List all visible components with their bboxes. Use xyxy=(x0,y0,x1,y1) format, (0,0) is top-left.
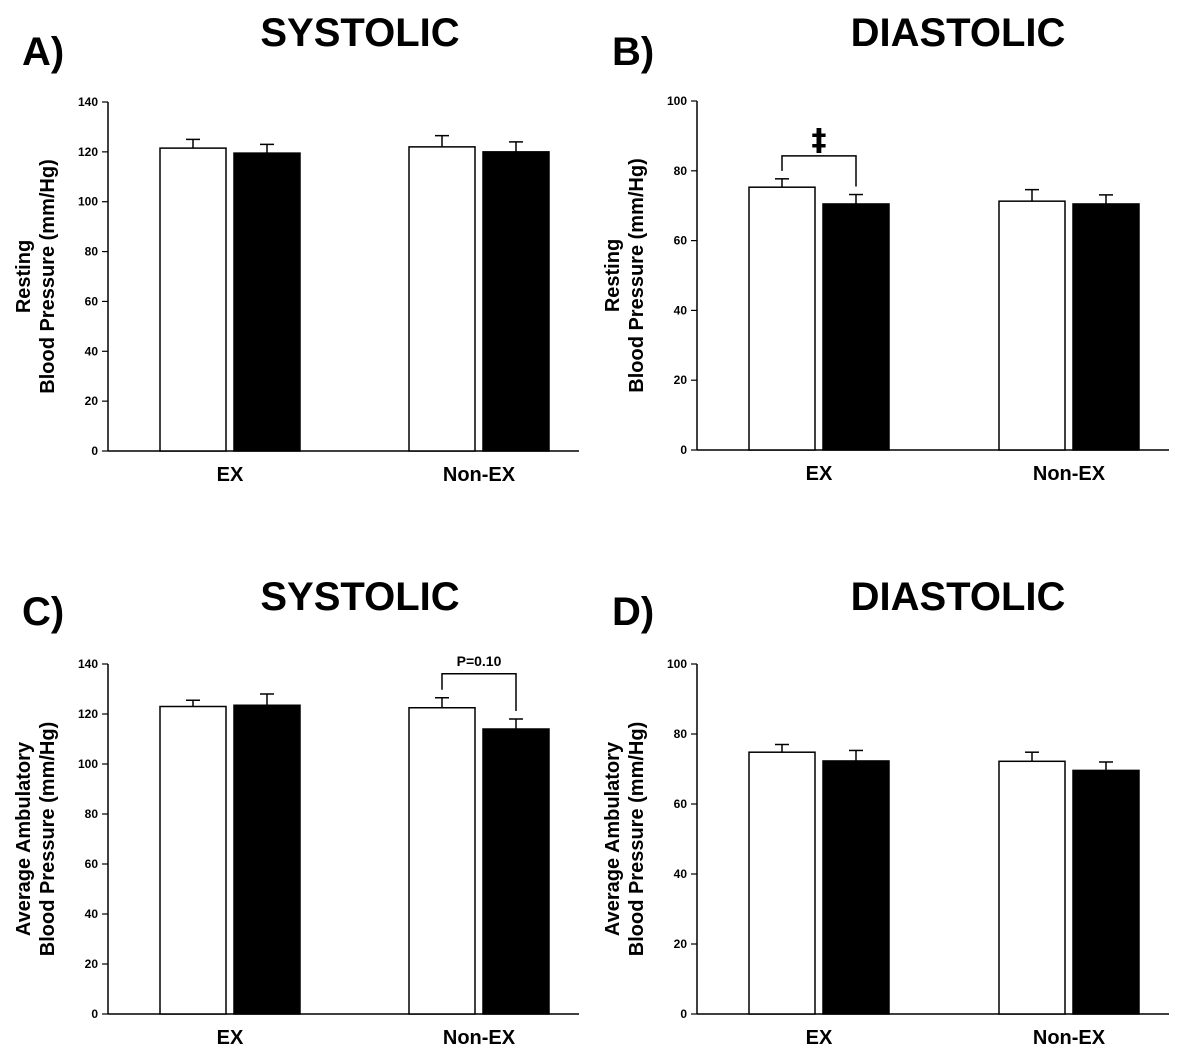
panel-c-ylabel-line: Average Ambulatory xyxy=(13,741,35,936)
panel-c-bar xyxy=(233,704,301,1015)
panel-c-bar xyxy=(159,705,227,1015)
panel-a-y-tick-label: 20 xyxy=(85,394,99,408)
panel-c-y-tick-label: 40 xyxy=(85,907,99,921)
panel-b-ylabel-line: Blood Pressure (mm/Hg) xyxy=(626,158,648,392)
panel-b-y-tick-label: 0 xyxy=(680,443,687,457)
panel-c-category-label: Non-EX xyxy=(443,1027,516,1049)
panel-c-y-tick-label: 80 xyxy=(85,807,99,821)
panel-a-y-tick-label: 80 xyxy=(85,245,99,259)
panel-c-y-tick-label: 120 xyxy=(78,707,98,721)
panel-a-ylabel: Resting Blood Pressure (mm/Hg) xyxy=(13,159,59,393)
panel-c-significance-label: P=0.10 xyxy=(457,653,502,669)
panel-c-label: C) xyxy=(22,590,64,634)
panel-b-ylabel-line: Resting xyxy=(602,239,624,312)
panel-a: A) SYSTOLIC Resting Blood Pressure (mm/Hg) 0… xyxy=(13,11,579,486)
panel-a-label: A) xyxy=(22,30,64,74)
panel-d-bar xyxy=(1072,769,1140,1015)
panel-c-significance-bracket xyxy=(441,673,517,711)
panel-c-y-tick-label: 140 xyxy=(78,657,98,671)
panel-c: C) SYSTOLIC Average Ambulatory Blood Pressu… xyxy=(13,575,579,1049)
panel-d-ylabel-line: Average Ambulatory xyxy=(602,741,624,936)
panel-c-ylabel-line: Blood Pressure (mm/Hg) xyxy=(37,722,59,956)
panel-b-category-label: EX xyxy=(806,463,833,485)
panel-a-category-label: EX xyxy=(217,464,244,486)
panel-d-ylabel: Average Ambulatory Blood Pressure (mm/Hg) xyxy=(602,722,648,956)
panel-c-ylabel: Average Ambulatory Blood Pressure (mm/Hg) xyxy=(13,722,59,956)
panel-d-y-tick-label: 0 xyxy=(680,1007,687,1021)
panel-d-bar xyxy=(748,751,816,1015)
panel-a-bar xyxy=(408,146,476,452)
panel-b-y-tick-label: 40 xyxy=(674,303,688,317)
panel-b-y-tick-label: 20 xyxy=(674,373,688,387)
panel-a-y-tick-label: 40 xyxy=(85,344,99,358)
panel-c-bar xyxy=(408,707,476,1015)
panel-b-category-label: Non-EX xyxy=(1033,463,1106,485)
panel-d-bar xyxy=(822,760,890,1015)
panel-c-title: SYSTOLIC xyxy=(260,575,459,619)
panel-a-bar xyxy=(159,147,227,452)
panel-c-y-tick-label: 20 xyxy=(85,957,99,971)
panel-d-y-tick-label: 20 xyxy=(674,937,688,951)
panel-b-y-tick-label: 60 xyxy=(674,234,688,248)
panel-d-y-tick-label: 60 xyxy=(674,797,688,811)
panel-b-title: DIASTOLIC xyxy=(851,11,1066,55)
panel-b-y-tick-label: 100 xyxy=(667,94,687,108)
panel-b-significance-bracket xyxy=(781,155,857,187)
panel-d-category-label: Non-EX xyxy=(1033,1027,1106,1049)
panel-a-y-tick-label: 60 xyxy=(85,294,99,308)
panel-a-bar xyxy=(233,152,301,452)
panel-a-bar xyxy=(482,151,550,452)
panel-b-bar xyxy=(822,203,890,451)
panel-a-category-label: Non-EX xyxy=(443,464,516,486)
panel-d: D) DIASTOLIC Average Ambulatory Blood Press… xyxy=(602,575,1169,1049)
panel-b-bar xyxy=(748,186,816,451)
panel-a-y-tick-label: 0 xyxy=(91,444,98,458)
panel-b-label: B) xyxy=(612,30,654,74)
panel-c-category-label: EX xyxy=(217,1027,244,1049)
panel-a-title: SYSTOLIC xyxy=(260,11,459,55)
panel-d-y-tick-label: 80 xyxy=(674,727,688,741)
panel-d-bar xyxy=(998,760,1066,1015)
panel-b-bar xyxy=(1072,203,1140,451)
panel-c-y-tick-label: 100 xyxy=(78,757,98,771)
panel-a-y-tick-label: 120 xyxy=(78,145,98,159)
panel-b-significance-label: ‡ xyxy=(812,123,827,158)
panel-d-y-tick-label: 40 xyxy=(674,867,688,881)
panel-d-category-label: EX xyxy=(806,1027,833,1049)
panel-a-ylabel-line: Blood Pressure (mm/Hg) xyxy=(37,159,59,393)
panel-a-y-tick-label: 140 xyxy=(78,95,98,109)
panel-b-bar xyxy=(998,200,1066,451)
panel-c-bar xyxy=(482,728,550,1015)
panel-a-y-tick-label: 100 xyxy=(78,195,98,209)
panel-d-title: DIASTOLIC xyxy=(851,575,1066,619)
panel-b-ylabel: Resting Blood Pressure (mm/Hg) xyxy=(602,158,648,392)
panel-a-ylabel-line: Resting xyxy=(13,240,35,313)
panel-d-y-tick-label: 100 xyxy=(667,657,687,671)
panel-d-label: D) xyxy=(612,590,654,634)
panel-c-y-tick-label: 60 xyxy=(85,857,99,871)
panel-b: B) DIASTOLIC Resting Blood Pressure (mm/Hg)… xyxy=(602,11,1169,485)
panel-c-y-tick-label: 0 xyxy=(91,1007,98,1021)
panel-b-y-tick-label: 80 xyxy=(674,164,688,178)
panel-d-ylabel-line: Blood Pressure (mm/Hg) xyxy=(626,722,648,956)
